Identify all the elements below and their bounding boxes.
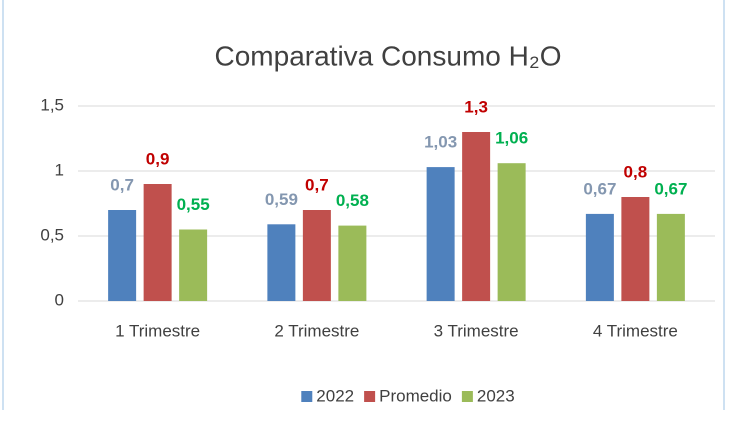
x-tick-label: 2 Trimestre (274, 321, 359, 340)
value-label: 0,8 (624, 162, 648, 181)
y-tick-label: 1 (55, 160, 64, 179)
bar (497, 163, 526, 301)
value-label: 1,3 (464, 97, 488, 116)
value-label: 0,7 (305, 175, 329, 194)
value-label: 0,55 (177, 195, 210, 214)
bar (179, 229, 208, 301)
y-tick-label: 0 (55, 290, 64, 309)
legend-swatch (364, 391, 376, 402)
legend-label: 2022 (316, 386, 354, 405)
value-label: 0,59 (265, 190, 298, 209)
legend-swatch (461, 391, 473, 402)
bar (462, 132, 491, 301)
value-label: 0,67 (583, 179, 616, 198)
value-label: 1,06 (495, 129, 528, 148)
bar (143, 184, 172, 301)
chart-title: Comparativa Consumo H₂O (215, 40, 562, 71)
y-tick-label: 0,5 (40, 225, 64, 244)
bar (267, 224, 296, 301)
value-label: 0,7 (110, 175, 134, 194)
bar (302, 210, 331, 301)
bar (108, 210, 137, 301)
x-tick-label: 3 Trimestre (434, 321, 519, 340)
y-tick-label: 1,5 (40, 95, 64, 114)
legend-label: 2023 (477, 386, 515, 405)
x-tick-label: 1 Trimestre (115, 321, 200, 340)
value-label: 0,9 (146, 149, 170, 168)
value-label: 1,03 (424, 133, 457, 152)
value-label: 0,58 (336, 191, 369, 210)
bar (426, 167, 455, 301)
bar (656, 213, 685, 301)
bar (338, 225, 367, 301)
legend-swatch (301, 391, 313, 402)
x-tick-label: 4 Trimestre (593, 321, 678, 340)
bar (585, 213, 614, 301)
legend-label: Promedio (379, 386, 452, 405)
bar (621, 197, 650, 301)
value-label: 0,67 (654, 179, 687, 198)
